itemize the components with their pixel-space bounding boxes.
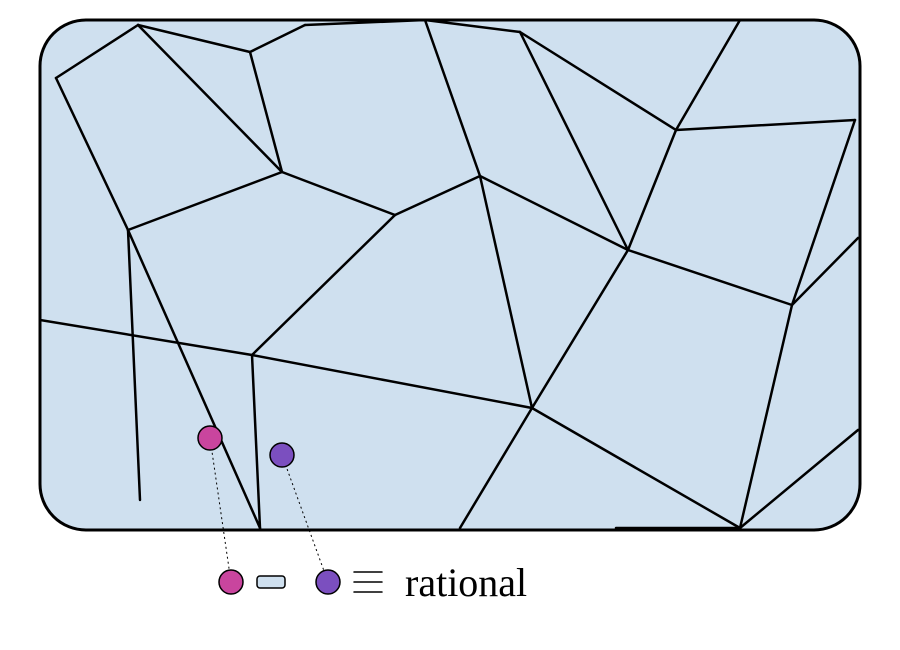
point-a-panel <box>198 426 222 450</box>
point-a-legend <box>219 570 243 594</box>
legend-label: rational <box>405 560 527 605</box>
point-b-panel <box>270 443 294 467</box>
point-b-legend <box>316 570 340 594</box>
legend-chip-fill <box>257 576 285 588</box>
panel-fill <box>40 20 860 530</box>
